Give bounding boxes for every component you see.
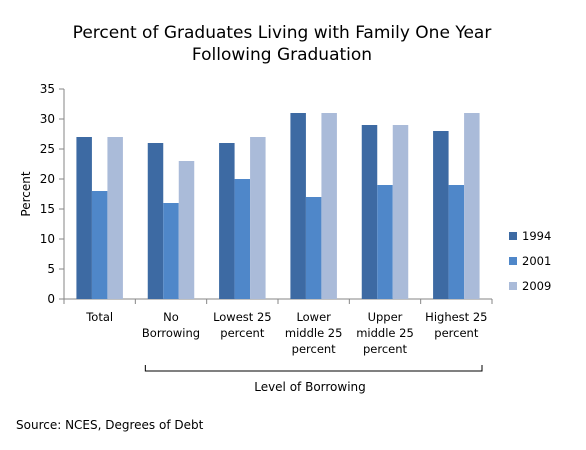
legend-label-1994: 1994	[522, 229, 551, 243]
bar-2001	[163, 203, 179, 299]
bar-2009	[107, 137, 123, 299]
bar-1994	[76, 137, 92, 299]
x-category-label: percent	[292, 342, 337, 356]
bar-2009	[178, 161, 195, 299]
legend: 1994 2001 2009	[509, 229, 551, 293]
y-tick-label: 35	[40, 82, 55, 96]
y-tick-label: 10	[40, 232, 55, 246]
bar-1994	[290, 113, 306, 299]
bar-1994	[219, 143, 235, 299]
y-tick-label: 25	[40, 142, 55, 156]
bar-2009	[321, 113, 337, 299]
x-category-label: Upper	[368, 310, 403, 324]
bar-2001	[305, 197, 322, 299]
bar-2009	[250, 137, 266, 299]
bar-1994	[433, 131, 449, 299]
legend-swatch-1994	[509, 232, 517, 240]
x-category-label: middle 25	[356, 326, 414, 340]
x-category-label: percent	[434, 326, 479, 340]
y-tick-label: 5	[47, 262, 55, 276]
x-category-label: No	[163, 310, 179, 324]
y-tick-label: 15	[40, 202, 55, 216]
x-category-label: Borrowing	[142, 326, 200, 340]
plot-area: 0 5 10 15 20 25 30 35 Total No Borrowing Lowest 25 p…	[40, 82, 493, 372]
legend-swatch-2001	[509, 257, 517, 265]
bar-2009	[464, 113, 480, 299]
bar-1994	[147, 143, 164, 299]
x-category-label: Highest 25	[425, 310, 487, 324]
bar-2001	[234, 179, 251, 299]
bar-2001	[91, 191, 108, 299]
category-bracket	[144, 365, 483, 372]
legend-label-2009: 2009	[522, 279, 551, 293]
y-axis-label: Percent	[19, 171, 33, 216]
x-axis-label: Level of Borrowing	[254, 380, 366, 394]
legend-label-2001: 2001	[522, 254, 551, 268]
x-category-label: Lowest 25	[213, 310, 272, 324]
x-category-label: Lower	[296, 310, 331, 324]
bar-2001	[448, 185, 465, 299]
source-note: Source: NCES, Degrees of Debt	[16, 418, 204, 432]
bar-2009	[392, 125, 409, 299]
chart-title-line-2: Following Graduation	[192, 45, 372, 65]
y-tick-label: 30	[40, 112, 55, 126]
chart-title-line-1: Percent of Graduates Living with Family …	[73, 23, 492, 43]
legend-swatch-2009	[509, 282, 517, 290]
x-category-label: percent	[220, 326, 265, 340]
x-category-label: percent	[363, 342, 408, 356]
y-tick-label: 20	[40, 172, 55, 186]
y-tick-label: 0	[47, 292, 55, 306]
x-category-label: Total	[85, 310, 113, 324]
bar-1994	[361, 125, 378, 299]
bar-2001	[377, 185, 393, 299]
x-category-label: middle 25	[285, 326, 343, 340]
